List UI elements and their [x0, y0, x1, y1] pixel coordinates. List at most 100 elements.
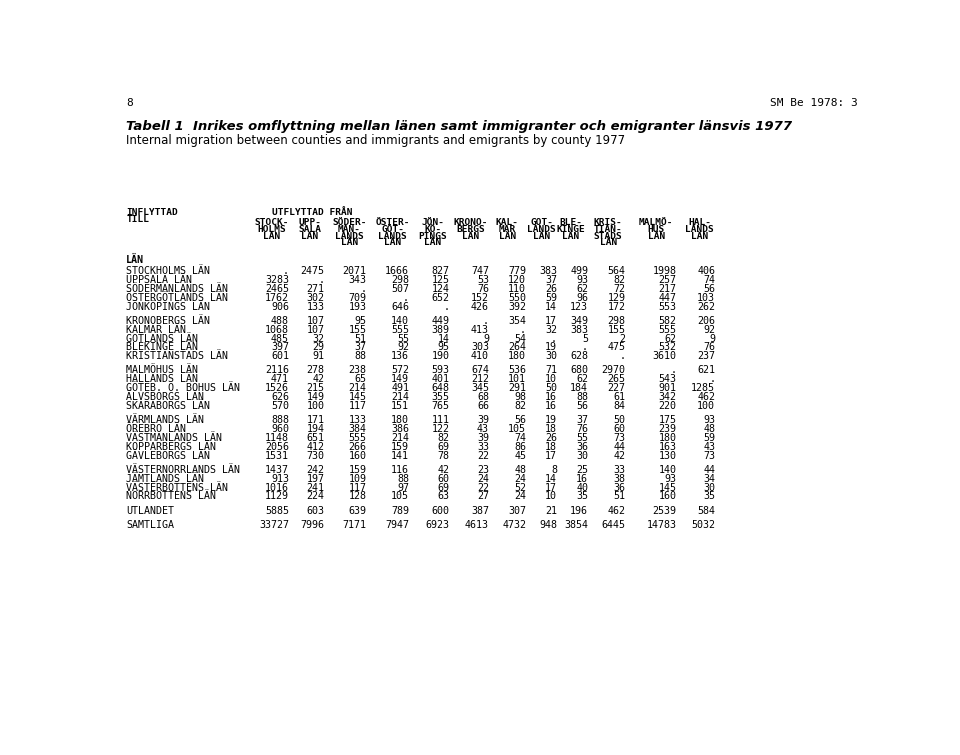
Text: 680: 680: [570, 365, 588, 375]
Text: HOLMS: HOLMS: [257, 224, 286, 233]
Text: KRISTIANSTADS LÄN: KRISTIANSTADS LÄN: [126, 351, 228, 361]
Text: .: .: [283, 267, 289, 276]
Text: 21: 21: [545, 506, 557, 516]
Text: 184: 184: [570, 384, 588, 393]
Text: LÄN: LÄN: [648, 232, 665, 241]
Text: 5885: 5885: [265, 506, 289, 516]
Text: LÄN: LÄN: [463, 232, 480, 241]
Text: 18: 18: [545, 442, 557, 451]
Text: 172: 172: [608, 301, 625, 312]
Text: 24: 24: [477, 473, 489, 484]
Text: 29: 29: [313, 342, 324, 353]
Text: 194: 194: [306, 424, 324, 434]
Text: 107: 107: [306, 325, 324, 334]
Text: 171: 171: [306, 415, 324, 425]
Text: 14: 14: [438, 334, 449, 344]
Text: 91: 91: [313, 351, 324, 361]
Text: 646: 646: [391, 301, 409, 312]
Text: KÖ-: KÖ-: [424, 224, 442, 233]
Text: 123: 123: [570, 301, 588, 312]
Text: LANDS: LANDS: [527, 224, 556, 233]
Text: GÖTEB. O. BOHUS LÄN: GÖTEB. O. BOHUS LÄN: [126, 384, 240, 393]
Text: 1016: 1016: [265, 482, 289, 492]
Text: 59: 59: [703, 433, 715, 443]
Text: 72: 72: [613, 284, 625, 294]
Text: 32: 32: [545, 325, 557, 334]
Text: PINGS: PINGS: [419, 232, 447, 241]
Text: 124: 124: [431, 284, 449, 294]
Text: 536: 536: [508, 365, 526, 375]
Text: .: .: [360, 284, 367, 294]
Text: 56: 56: [703, 284, 715, 294]
Text: JÖNKÖPINGS LÄN: JÖNKÖPINGS LÄN: [126, 301, 210, 312]
Text: 4732: 4732: [502, 520, 526, 530]
Text: 426: 426: [471, 301, 489, 312]
Text: LÄN: LÄN: [691, 232, 708, 241]
Text: 485: 485: [271, 334, 289, 344]
Text: 180: 180: [508, 351, 526, 361]
Text: MAR: MAR: [499, 224, 516, 233]
Text: 48: 48: [515, 465, 526, 475]
Text: 129: 129: [608, 293, 625, 303]
Text: LÄN: LÄN: [341, 239, 358, 248]
Text: 103: 103: [697, 293, 715, 303]
Text: 5032: 5032: [691, 520, 715, 530]
Text: 1129: 1129: [265, 492, 289, 501]
Text: 7171: 7171: [343, 520, 367, 530]
Text: 2539: 2539: [653, 506, 677, 516]
Text: 584: 584: [697, 506, 715, 516]
Text: .: .: [551, 334, 557, 344]
Text: STOCK-: STOCK-: [254, 217, 289, 226]
Text: 413: 413: [471, 325, 489, 334]
Text: 34: 34: [703, 473, 715, 484]
Text: 652: 652: [431, 293, 449, 303]
Text: 37: 37: [576, 415, 588, 425]
Text: KAL-: KAL-: [496, 217, 519, 226]
Text: 193: 193: [348, 301, 367, 312]
Text: 93: 93: [576, 275, 588, 285]
Text: 747: 747: [471, 267, 489, 276]
Text: 14: 14: [545, 473, 557, 484]
Text: 159: 159: [391, 442, 409, 451]
Text: 765: 765: [431, 401, 449, 411]
Text: 1148: 1148: [265, 433, 289, 443]
Text: 92: 92: [703, 325, 715, 334]
Text: 82: 82: [613, 275, 625, 285]
Text: 555: 555: [348, 433, 367, 443]
Text: 180: 180: [391, 415, 409, 425]
Text: 42: 42: [613, 451, 625, 461]
Text: 387: 387: [471, 506, 489, 516]
Text: 39: 39: [477, 415, 489, 425]
Text: LÄN: LÄN: [533, 232, 550, 241]
Text: HALLANDS LÄN: HALLANDS LÄN: [126, 374, 198, 384]
Text: 92: 92: [397, 342, 409, 353]
Text: 71: 71: [545, 365, 557, 375]
Text: 37: 37: [354, 342, 367, 353]
Text: 65: 65: [354, 374, 367, 384]
Text: 237: 237: [697, 351, 715, 361]
Text: 42: 42: [438, 465, 449, 475]
Text: 355: 355: [431, 392, 449, 402]
Text: 69: 69: [438, 482, 449, 492]
Text: LÄN: LÄN: [499, 232, 516, 241]
Text: 948: 948: [540, 520, 557, 530]
Text: 16: 16: [545, 392, 557, 402]
Text: 30: 30: [576, 451, 588, 461]
Text: 3610: 3610: [653, 351, 677, 361]
Text: JÄMTLANDS LÄN: JÄMTLANDS LÄN: [126, 473, 204, 484]
Text: Internal migration between counties and immigrants and emigrants by county 1977: Internal migration between counties and …: [126, 134, 625, 146]
Text: 33: 33: [477, 442, 489, 451]
Text: 383: 383: [540, 267, 557, 276]
Text: 96: 96: [576, 293, 588, 303]
Text: 180: 180: [659, 433, 677, 443]
Text: 24: 24: [515, 473, 526, 484]
Text: MALMÖHUS LÄN: MALMÖHUS LÄN: [126, 365, 198, 375]
Text: 35: 35: [576, 492, 588, 501]
Text: 68: 68: [477, 392, 489, 402]
Text: 130: 130: [659, 451, 677, 461]
Text: 105: 105: [508, 424, 526, 434]
Text: 603: 603: [306, 506, 324, 516]
Text: 63: 63: [438, 492, 449, 501]
Text: 383: 383: [570, 325, 588, 334]
Text: 73: 73: [613, 433, 625, 443]
